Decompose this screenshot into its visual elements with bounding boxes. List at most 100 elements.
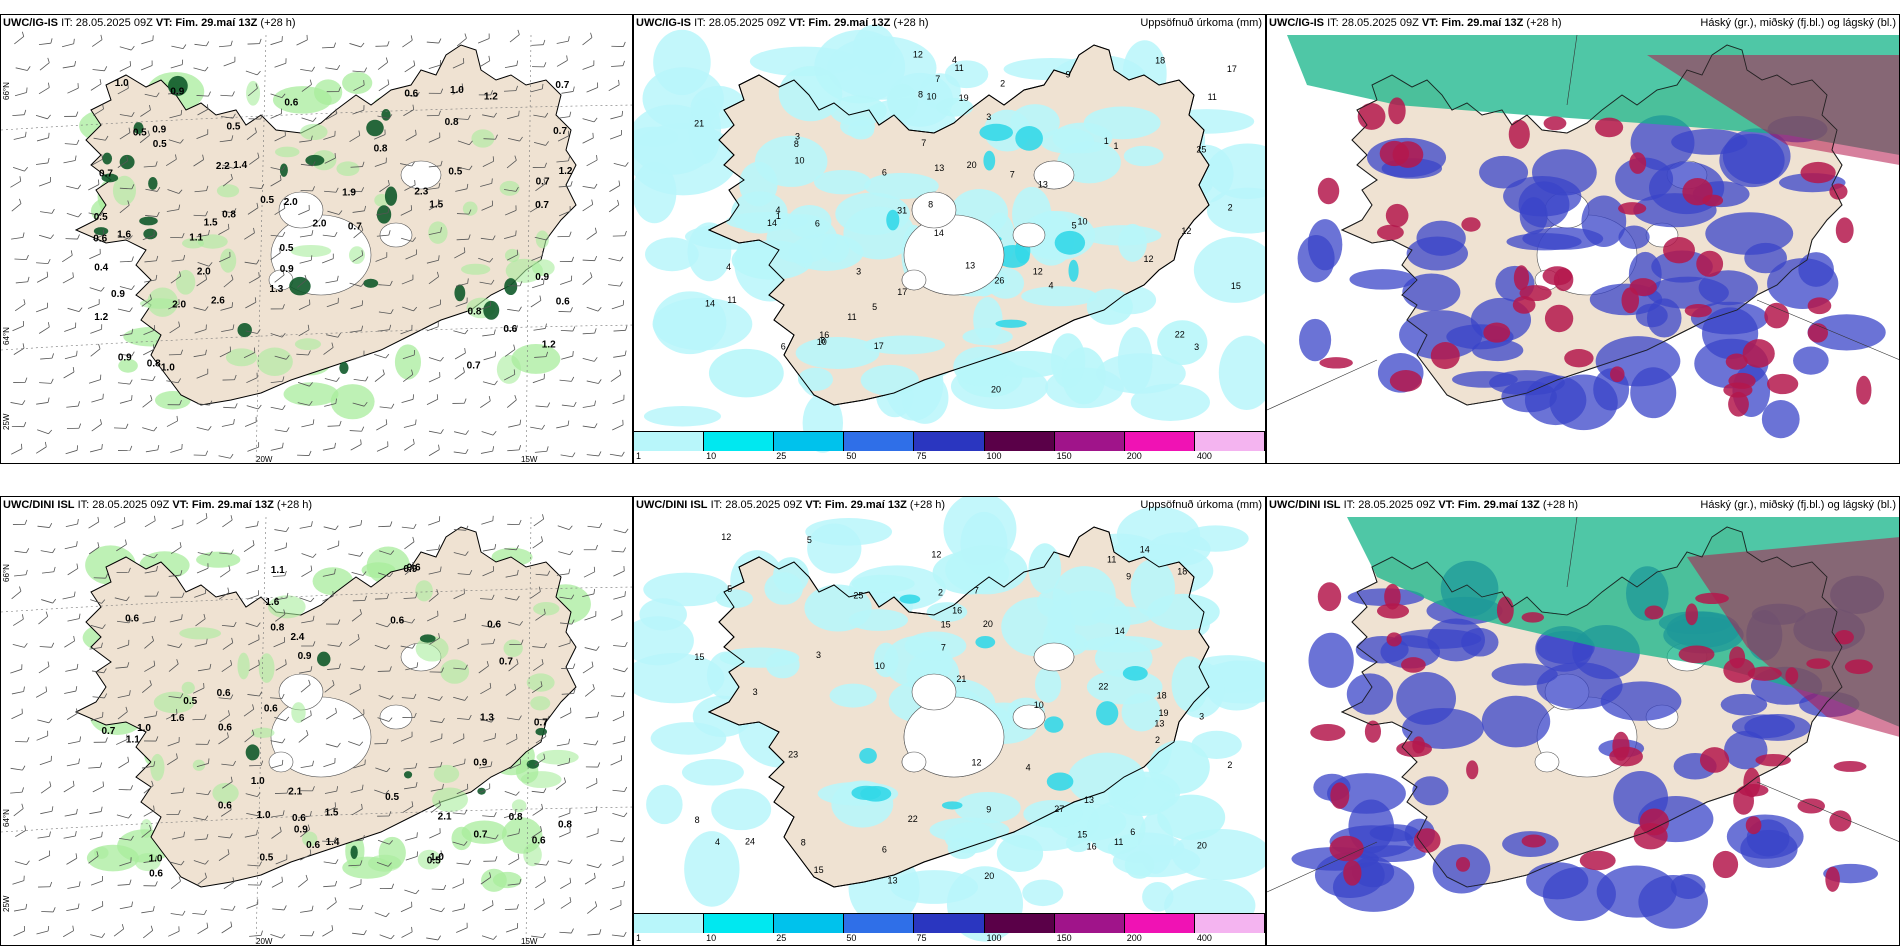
wind-barb [299, 255, 313, 264]
wind-barb [270, 108, 282, 119]
wind-barb [272, 905, 287, 911]
wind-barb [426, 544, 441, 552]
wind-barb [11, 686, 25, 695]
precip-area [1157, 794, 1226, 841]
wind-barb [270, 376, 285, 384]
wind-barb [297, 450, 312, 456]
precip-core [1122, 666, 1148, 681]
wind-barb [532, 279, 545, 289]
precip-core [995, 319, 1027, 328]
wind-barb [168, 570, 183, 577]
precip-area [291, 702, 306, 724]
wind-barb [479, 279, 495, 285]
wind-barb [613, 162, 629, 167]
wind-barb [426, 182, 441, 190]
wind-barb [352, 67, 368, 73]
precip-core [305, 154, 325, 166]
wind-barb [453, 430, 469, 435]
wind-barb [301, 553, 317, 558]
wind-barb [40, 353, 54, 360]
wind-barb [270, 442, 284, 451]
wind-barb [89, 248, 101, 260]
wind-barb [532, 536, 543, 549]
wind-barb [480, 235, 496, 241]
precip-area [804, 584, 872, 632]
precip-value-label: 0.5 [260, 195, 274, 206]
wind-barb [168, 299, 180, 310]
precip-area [715, 589, 753, 609]
wind-barb [270, 738, 286, 744]
precip-value-label: 6 [1130, 827, 1135, 837]
precip-area [795, 336, 880, 369]
graticule [1267, 516, 1899, 893]
wind-barb [350, 665, 366, 671]
wind-barb [66, 708, 78, 720]
mid-cloud [1513, 265, 1530, 291]
low-cloud [1399, 310, 1483, 360]
glacier [400, 160, 442, 190]
wind-barb [324, 802, 336, 813]
low-cloud [1793, 346, 1829, 375]
precip-value-label: 0.7 [534, 717, 548, 728]
wind-barb [140, 376, 156, 382]
wind-barb [400, 324, 413, 335]
precip-value-label: 15 [941, 619, 951, 629]
precip-area [711, 788, 772, 831]
precip-value-label: 0.7 [555, 80, 569, 91]
precip-value-label: 0.6 [264, 703, 278, 714]
wind-barb [584, 646, 600, 651]
precip-area [1086, 288, 1133, 325]
wind-barb [90, 343, 101, 357]
wind-barb [300, 760, 314, 768]
wind-barb [170, 233, 185, 239]
mid-cloud [1564, 348, 1594, 368]
precip-value-label: 1.0 [137, 723, 151, 734]
wind-barb [246, 404, 262, 410]
wind-barb [249, 152, 260, 165]
wind-barb [377, 666, 392, 672]
wind-barb [119, 328, 134, 337]
precip-value-label: 6 [781, 342, 786, 352]
wind-barb [349, 684, 361, 695]
wind-barb [247, 38, 262, 45]
wind-barb [167, 643, 183, 649]
precip-area [394, 344, 422, 380]
precip-area [192, 759, 206, 771]
wind-barb [41, 566, 56, 574]
wind-barb [194, 324, 207, 334]
wind-barb [64, 635, 75, 648]
wind-barb [270, 231, 286, 237]
wind-barb [535, 570, 551, 576]
wind-barb [531, 250, 543, 261]
wind-barb [456, 114, 471, 120]
colorbar-label: 25 [776, 451, 787, 461]
colorbar-label: 1 [636, 451, 642, 461]
wind-barb [324, 398, 337, 407]
wind-barb [274, 130, 286, 142]
mid-cloud [1579, 850, 1616, 871]
wind-barb [405, 129, 417, 142]
wind-barb [93, 573, 109, 579]
wind-barb [193, 211, 208, 217]
wind-barb [561, 401, 577, 407]
glacier [1012, 704, 1046, 730]
wind-barb [36, 258, 51, 265]
wind-barb [220, 905, 236, 911]
precip-area [807, 523, 862, 574]
wind-barb [193, 66, 209, 72]
wind-barb [171, 44, 187, 50]
precip-value-label: 0.9 [535, 272, 549, 283]
wind-barb [403, 762, 418, 770]
precip-value-label: 0.7 [348, 222, 362, 233]
wind-barb [378, 309, 394, 315]
wind-barb [583, 566, 596, 578]
precip-area [1039, 128, 1095, 154]
wind-barb [271, 810, 285, 818]
wind-barb [37, 831, 51, 839]
wind-barb [299, 230, 314, 238]
low-cloud [1618, 225, 1650, 249]
precip-area [1117, 327, 1153, 394]
precip-area [258, 653, 275, 683]
mid-cloud [1797, 798, 1825, 814]
wind-barb [169, 321, 181, 334]
